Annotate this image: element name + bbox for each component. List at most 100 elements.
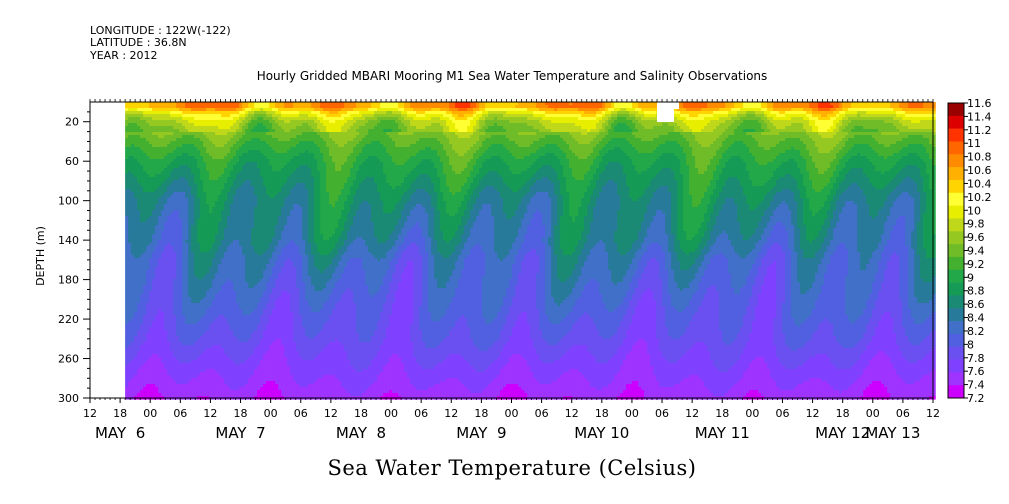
temperature-cell — [128, 279, 132, 283]
temperature-cell — [200, 183, 204, 187]
temperature-cell — [149, 117, 153, 121]
temperature-cell — [188, 267, 192, 271]
temperature-cell — [182, 165, 186, 169]
temperature-cell — [173, 102, 177, 106]
temperature-cell — [143, 240, 147, 244]
temperature-cell — [137, 243, 141, 247]
temperature-cell — [167, 294, 171, 298]
temperature-cell — [209, 126, 213, 130]
temperature-cell — [197, 114, 201, 118]
temperature-cell — [143, 192, 147, 196]
temperature-cell — [152, 315, 156, 319]
temperature-cell — [152, 363, 156, 367]
temperature-cell — [164, 309, 168, 313]
temperature-cell — [164, 345, 168, 349]
temperature-cell — [125, 264, 129, 268]
temperature-cell — [167, 384, 171, 388]
temperature-cell — [203, 135, 207, 139]
temperature-cell — [125, 339, 129, 343]
temperature-cell — [128, 261, 132, 265]
temperature-cell — [197, 318, 201, 322]
temperature-cell — [146, 129, 150, 133]
temperature-cell — [185, 231, 189, 235]
temperature-cell — [182, 201, 186, 205]
temperature-cell — [203, 189, 207, 193]
temperature-cell — [125, 360, 129, 364]
temperature-cell — [203, 144, 207, 148]
temperature-cell — [152, 252, 156, 256]
temperature-cell — [137, 201, 141, 205]
temperature-cell — [167, 123, 171, 127]
temperature-cell — [134, 363, 138, 367]
temperature-cell — [182, 264, 186, 268]
temperature-cell — [125, 105, 129, 109]
temperature-cell — [125, 372, 129, 376]
temperature-cell — [131, 219, 135, 223]
temperature-cell — [149, 186, 153, 190]
temperature-cell — [206, 219, 210, 223]
temperature-cell — [182, 120, 186, 124]
temperature-cell — [164, 219, 168, 223]
temperature-cell — [194, 123, 198, 127]
temperature-cell — [218, 228, 222, 232]
temperature-cell — [161, 120, 165, 124]
temperature-cell — [146, 390, 150, 394]
temperature-cell — [212, 237, 216, 241]
temperature-cell — [170, 384, 174, 388]
temperature-cell — [191, 297, 195, 301]
temperature-cell — [209, 153, 213, 157]
temperature-cell — [176, 351, 180, 355]
temperature-cell — [194, 381, 198, 385]
temperature-cell — [128, 339, 132, 343]
temperature-cell — [182, 207, 186, 211]
temperature-cell — [161, 330, 165, 334]
temperature-cell — [194, 276, 198, 280]
temperature-cell — [137, 114, 141, 118]
temperature-cell — [140, 210, 144, 214]
temperature-cell — [125, 384, 129, 388]
temperature-cell — [212, 390, 216, 394]
temperature-cell — [140, 207, 144, 211]
temperature-cell — [203, 261, 207, 265]
temperature-cell — [203, 105, 207, 109]
temperature-cell — [173, 270, 177, 274]
temperature-cell — [212, 252, 216, 256]
temperature-cell — [185, 390, 189, 394]
temperature-cell — [137, 240, 141, 244]
temperature-cell — [179, 321, 183, 325]
temperature-cell — [152, 150, 156, 154]
temperature-cell — [212, 123, 216, 127]
temperature-cell — [149, 252, 153, 256]
temperature-cell — [167, 270, 171, 274]
temperature-cell — [164, 381, 168, 385]
temperature-cell — [161, 147, 165, 151]
temperature-cell — [161, 168, 165, 172]
temperature-cell — [149, 231, 153, 235]
temperature-cell — [134, 330, 138, 334]
temperature-cell — [176, 192, 180, 196]
temperature-cell — [149, 378, 153, 382]
temperature-cell — [215, 330, 219, 334]
temperature-cell — [125, 390, 129, 394]
temperature-cell — [182, 129, 186, 133]
temperature-cell — [128, 297, 132, 301]
temperature-cell — [209, 249, 213, 253]
temperature-cell — [143, 174, 147, 178]
temperature-cell — [167, 186, 171, 190]
temperature-cell — [167, 312, 171, 316]
temperature-cell — [197, 246, 201, 250]
temperature-cell — [176, 174, 180, 178]
temperature-cell — [128, 285, 132, 289]
temperature-cell — [131, 387, 135, 391]
temperature-cell — [218, 183, 222, 187]
temperature-cell — [197, 354, 201, 358]
temperature-cell — [176, 369, 180, 373]
temperature-cell — [146, 276, 150, 280]
temperature-cell — [218, 333, 222, 337]
temperature-cell — [209, 324, 213, 328]
temperature-cell — [218, 240, 222, 244]
temperature-cell — [158, 321, 162, 325]
temperature-cell — [134, 288, 138, 292]
temperature-cell — [215, 165, 219, 169]
temperature-cell — [191, 147, 195, 151]
